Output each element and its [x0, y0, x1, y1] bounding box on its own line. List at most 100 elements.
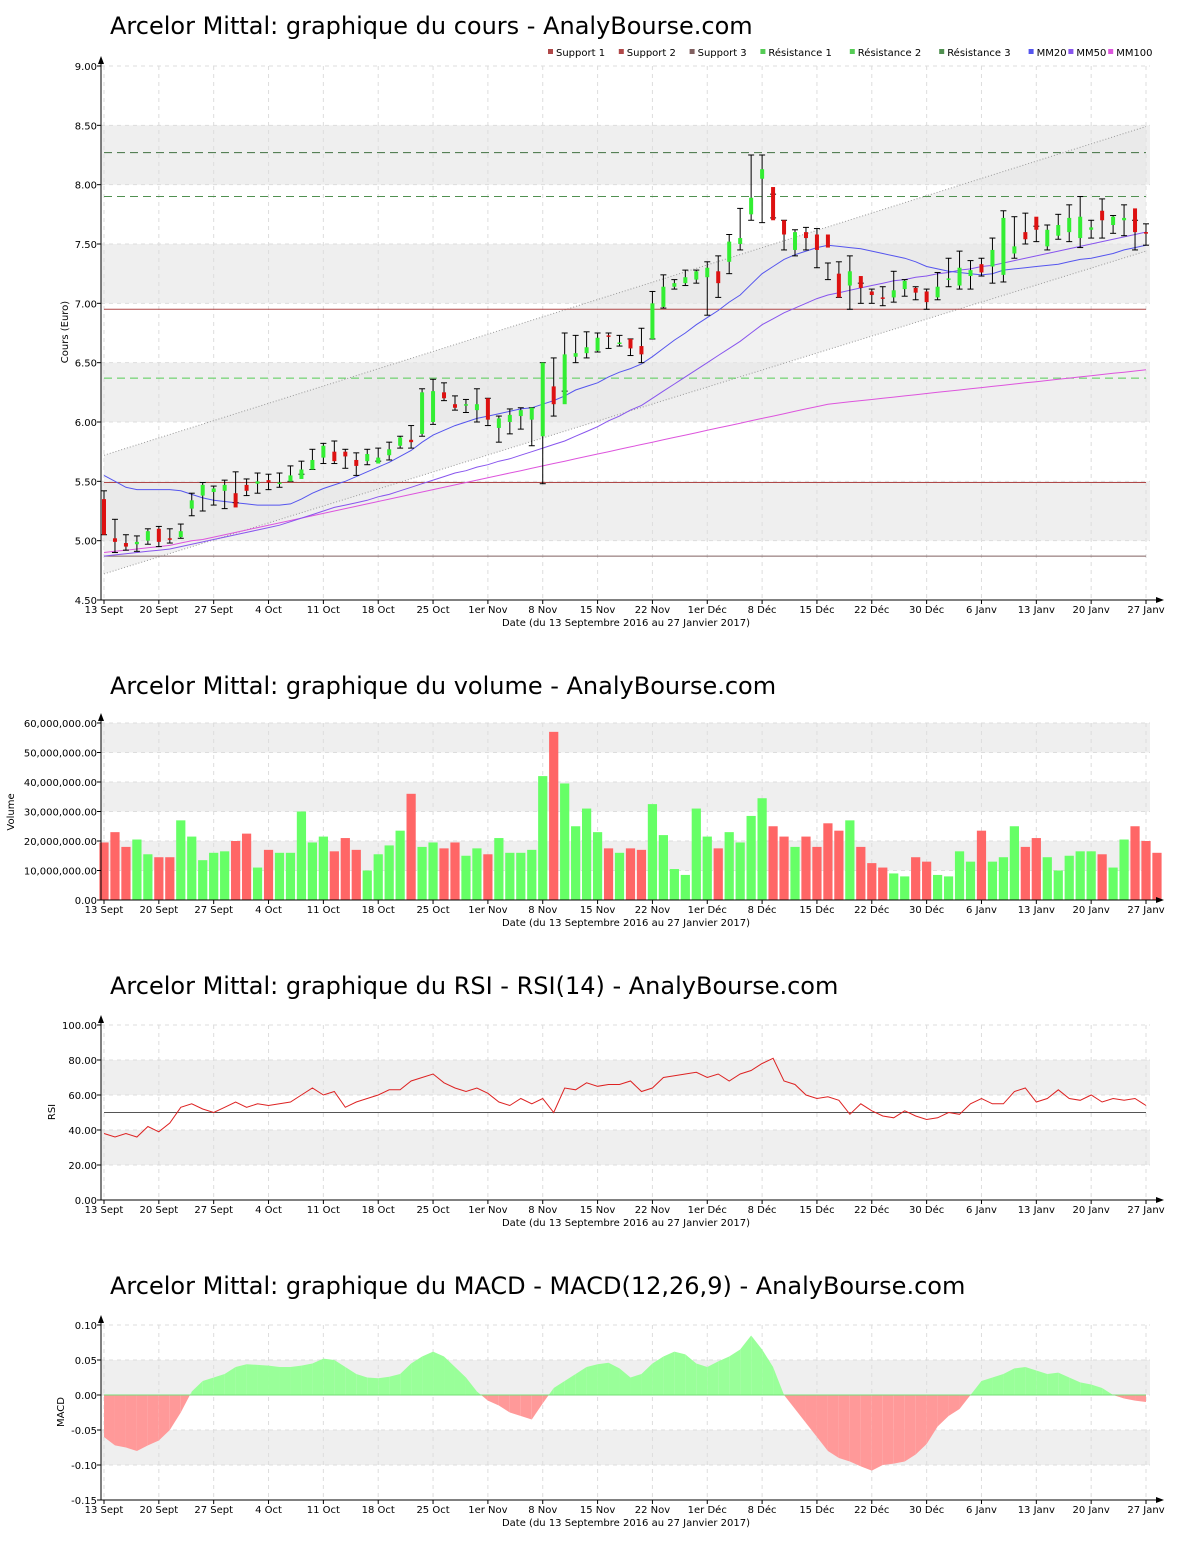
candle: [353, 452, 360, 476]
legend-label: MM20: [1037, 48, 1067, 59]
macd-positive-area: [575, 1367, 587, 1395]
volume-bar: [121, 846, 131, 900]
volume-bar: [889, 873, 899, 900]
macd-positive-area: [301, 1363, 313, 1395]
macd-positive-area: [202, 1377, 214, 1395]
macd-positive-area: [422, 1351, 434, 1395]
candle-body: [134, 541, 139, 545]
legend-swatch: [548, 49, 553, 54]
macd-positive-area: [312, 1358, 324, 1395]
candle-body: [727, 241, 732, 262]
macd-positive-area: [268, 1365, 280, 1395]
macd-positive-area: [597, 1362, 609, 1395]
candle-body: [617, 342, 622, 344]
candle: [309, 448, 316, 470]
rsi-x-tick-label: 4 Oct: [255, 1205, 282, 1216]
candle-body: [573, 353, 578, 357]
candle: [1022, 212, 1029, 245]
volume-x-tick-label: 27 Janv: [1127, 905, 1164, 916]
candle-body: [277, 482, 282, 485]
volume-bar: [735, 842, 745, 900]
rsi-y-tick-label: 60.00: [68, 1091, 97, 1102]
rsi-chart-title: Arcelor Mittal: graphique du RSI - RSI(1…: [110, 972, 838, 1000]
candle-body: [902, 280, 907, 290]
candle-body: [189, 500, 194, 509]
candle-body: [847, 271, 852, 286]
macd-positive-area: [389, 1374, 401, 1395]
candle: [364, 448, 371, 466]
volume-bar: [110, 832, 120, 900]
macd-axes: 13 Sept 20 Sept 27 Sept 4 Oct 11 Oct 18 Oct 25…: [71, 1315, 1165, 1516]
candle-body: [803, 232, 808, 239]
candle: [1066, 204, 1073, 243]
candle-body: [299, 469, 304, 479]
macd-positive-area: [1025, 1367, 1037, 1395]
volume-bar: [625, 848, 636, 900]
rsi-x-tick-label: 8 Nov: [528, 1205, 557, 1216]
macd-x-tick-label: 27 Janv: [1127, 1505, 1164, 1516]
macd-positive-area: [334, 1360, 346, 1395]
rsi-x-tick-label: 30 Déc: [909, 1204, 944, 1216]
macd-negative-area: [481, 1395, 488, 1401]
candle: [1088, 219, 1095, 239]
rsi-y-tick-label: 80.00: [68, 1056, 97, 1067]
macd-negative-area: [542, 1395, 549, 1404]
macd-y-tick-label: 0.10: [75, 1321, 97, 1332]
candle: [111, 518, 118, 554]
volume-x-tick-label: 20 Sept: [140, 905, 179, 916]
macd-negative-area: [937, 1395, 949, 1427]
candle: [408, 425, 415, 449]
macd-x-tick-label: 4 Oct: [255, 1505, 282, 1516]
candle: [166, 528, 173, 544]
candle-body: [782, 220, 787, 235]
rsi-x-tick-label: 25 Oct: [416, 1205, 449, 1216]
macd-negative-area: [487, 1395, 499, 1406]
macd-positive-area: [246, 1364, 258, 1395]
macd-positive-area: [630, 1374, 642, 1395]
candle: [1121, 204, 1128, 237]
macd-y-tick-label: 0.05: [75, 1356, 97, 1367]
volume-bar: [252, 867, 263, 900]
candle-body: [650, 303, 655, 339]
macd-positive-area: [1047, 1372, 1059, 1395]
candle-body: [167, 538, 172, 540]
legend-label: MM50: [1076, 48, 1106, 59]
candle: [342, 448, 349, 469]
macd-positive-area: [1069, 1377, 1081, 1395]
macd-negative-area: [180, 1395, 190, 1413]
price-x-tick-label: 8 Nov: [528, 605, 557, 616]
volume-bar: [790, 846, 800, 900]
rsi-axes: 13 Sept 20 Sept 27 Sept 4 Oct 11 Oct 18 Oct 25…: [62, 1015, 1165, 1216]
candle-body: [518, 410, 523, 417]
rsi-y-axis-arrow: [98, 1015, 104, 1023]
rsi-band: [101, 1060, 1150, 1095]
volume-x-tick-label: 27 Sept: [194, 905, 233, 916]
volume-y-tick-label: 60,000,000.00: [24, 719, 97, 730]
candle: [1011, 216, 1018, 259]
candle-body: [431, 391, 436, 422]
price-y-tick-label: 5.00: [75, 537, 97, 548]
candle: [868, 288, 875, 304]
macd-negative-area: [114, 1395, 126, 1448]
macd-negative-area: [147, 1395, 159, 1446]
macd-x-tick-label: 27 Sept: [194, 1505, 233, 1516]
macd-negative-area: [871, 1395, 883, 1471]
candle: [539, 362, 546, 485]
candle: [506, 408, 513, 435]
candle: [616, 334, 623, 347]
macd-positive-area: [992, 1374, 1004, 1395]
mm100-line: [103, 369, 1147, 553]
candle-body: [551, 386, 556, 405]
macd-negative-area: [509, 1395, 521, 1416]
price-channel-area: [104, 126, 1146, 574]
volume-bar: [209, 852, 219, 900]
candle-body: [222, 484, 227, 491]
legend-label: Résistance 1: [768, 47, 831, 59]
volume-bar: [231, 841, 241, 900]
volume-band: [101, 723, 1150, 753]
candle: [1077, 196, 1084, 249]
macd-x-tick-label: 22 Déc: [854, 1504, 889, 1516]
volume-bar: [713, 848, 723, 900]
macd-x-tick-label: 18 Oct: [362, 1505, 395, 1516]
